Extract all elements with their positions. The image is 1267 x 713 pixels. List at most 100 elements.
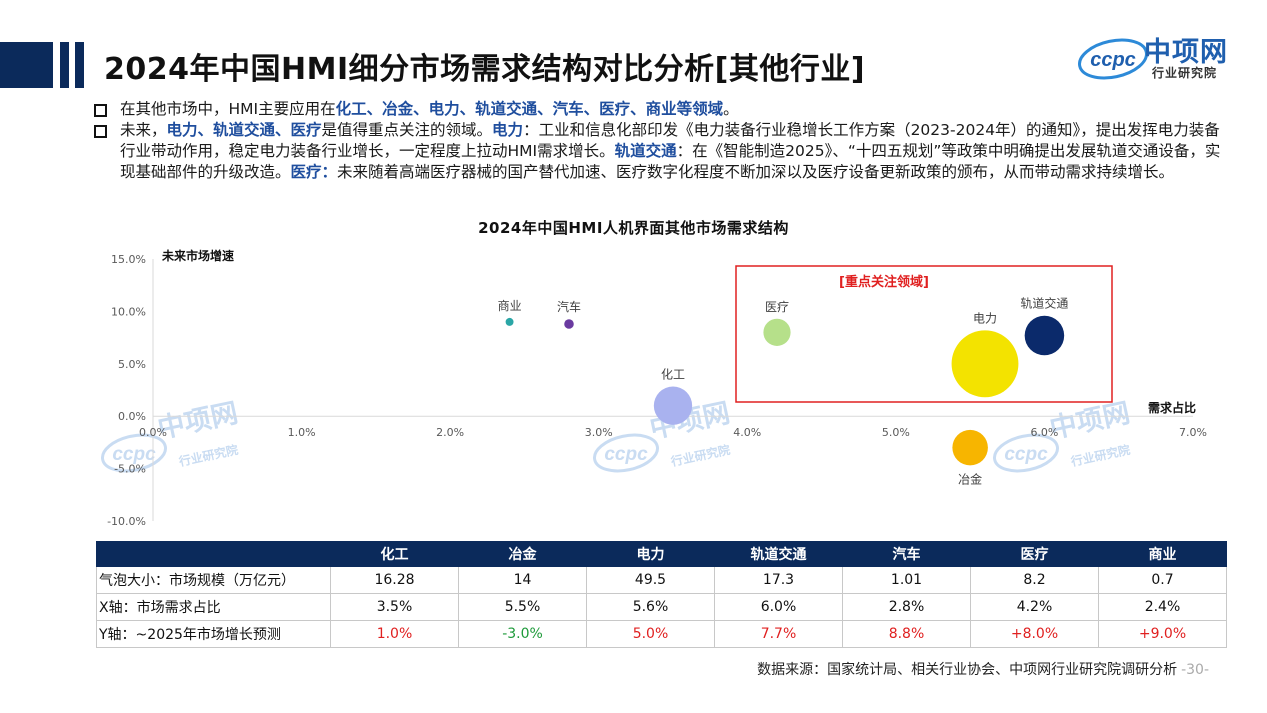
highlight-region-box: [735, 265, 1113, 403]
y-tick-label: 15.0%: [111, 253, 146, 266]
y-tick-label: -5.0%: [114, 463, 146, 476]
bullet-square-icon: [94, 104, 107, 117]
table-cell: 0.7: [1098, 566, 1227, 594]
highlight-text: 医疗：: [290, 163, 338, 181]
bubble-轨道交通: [1024, 315, 1065, 356]
bullet-square-icon: [94, 125, 107, 138]
logo-mark: ccpc: [1090, 49, 1136, 71]
brand-logo: ccpc 中项网 行业研究院: [1076, 30, 1236, 86]
bullet-item: 未来，电力、轨道交通、医疗是值得重点关注的领域。电力：工业和信息化部印发《电力装…: [92, 120, 1222, 183]
table-cell: 4.2%: [970, 593, 1099, 621]
watermark-mark: ccpc: [1004, 444, 1048, 465]
bubble-商业: [505, 317, 514, 326]
bubble-冶金: [952, 429, 988, 466]
bubble-label: 冶金: [958, 471, 982, 486]
data-table: 化工 冶金 电力 轨道交通 汽车 医疗 商业 气泡大小：市场规模（万亿元） 16.28 14 49…: [96, 541, 1227, 648]
bullet-text: 未来，: [120, 121, 167, 139]
highlight-text: 电力: [492, 121, 524, 139]
x-tick-label: 1.0%: [288, 426, 316, 439]
table-cell: 17.3: [714, 566, 843, 594]
table-cell: 8.8%: [842, 620, 971, 648]
watermark-text: 中项网: [155, 398, 241, 445]
table-cell: 5.5%: [458, 593, 587, 621]
bubble-label: 电力: [973, 311, 997, 325]
row-label: X轴：市场需求占比: [96, 593, 331, 621]
table-cell: 1.01: [842, 566, 971, 594]
row-label: 气泡大小：市场规模（万亿元）: [96, 566, 331, 594]
logo-subtext: 行业研究院: [1152, 66, 1218, 80]
table-header-cell: 商业: [1098, 541, 1227, 567]
x-tick-label: 5.0%: [882, 426, 910, 439]
bullet-text: 在其他市场中，HMI主要应用在: [120, 100, 336, 118]
table-cell: 3.5%: [330, 593, 459, 621]
y-tick-label: 10.0%: [111, 305, 146, 318]
table-header-corner: [96, 541, 331, 567]
page-number: -30-: [1181, 662, 1209, 678]
bubble-label: 汽车: [557, 299, 581, 314]
watermark-ring-icon: [101, 433, 167, 473]
y-tick-label: 5.0%: [118, 358, 146, 371]
table-row: 气泡大小：市场规模（万亿元） 16.28 14 49.5 17.3 1.01 8.2 0.7: [96, 566, 1227, 594]
bubble-医疗: [763, 318, 791, 346]
highlight-text: 轨道交通: [614, 142, 677, 160]
x-tick-label: 6.0%: [1030, 426, 1058, 439]
table-cell: 1.0%: [330, 620, 459, 648]
highlight-region-label: [重点关注领域]: [839, 274, 929, 290]
chart-title: 2024年中国HMI人机界面其他市场需求结构: [478, 219, 789, 237]
source-text: 数据来源：国家统计局、相关行业协会、中项网行业研究院调研分析: [757, 662, 1178, 678]
bullet-item: 在其他市场中，HMI主要应用在化工、冶金、电力、轨道交通、汽车、医疗、商业等领域…: [92, 99, 1222, 120]
x-tick-label: 3.0%: [585, 426, 613, 439]
row-label: Y轴：~2025年市场增长预测: [96, 620, 331, 648]
logo-text: 中项网: [1144, 37, 1228, 68]
y-axis-label: 未来市场增速: [161, 248, 234, 263]
table-cell: 16.28: [330, 566, 459, 594]
bullet-text: 是值得重点关注的领域。: [321, 121, 493, 139]
table-cell: 7.7%: [714, 620, 843, 648]
bullet-text: ：在《智能制造2025》、“十四五规划”等政策中明确提出发展轨道交通设备，实现基…: [120, 142, 1221, 181]
x-tick-label: 4.0%: [733, 426, 761, 439]
bullet-text: ：工业和信息化部印发《电力装备行业稳增长工作方案（2023-2024年）的通知》…: [120, 121, 1220, 160]
watermark-subtext: 行业研究院: [177, 442, 240, 469]
table-cell: 8.2: [970, 566, 1099, 594]
highlight-text: 化工、冶金、电力、轨道交通、汽车、医疗、商业等领域: [335, 100, 724, 118]
bubble-化工: [653, 386, 693, 425]
table-header-cell: 化工: [330, 541, 459, 567]
table-cell: 49.5: [586, 566, 715, 594]
bubble-label: 商业: [498, 298, 522, 313]
y-tick-label: 0.0%: [118, 410, 146, 423]
highlight-text: 电力、轨道交通、医疗: [166, 121, 322, 139]
table-cell: 5.0%: [586, 620, 715, 648]
table-cell: 6.0%: [714, 593, 843, 621]
header-bar-stripe: [75, 42, 84, 88]
source-note: 数据来源：国家统计局、相关行业协会、中项网行业研究院调研分析 -30-: [757, 659, 1209, 679]
watermark-mark: ccpc: [604, 444, 648, 465]
bullet-text: 未来随着高端医疗器械的国产替代加速、医疗数字化程度不断加深以及医疗设备更新政策的…: [337, 163, 1175, 181]
watermark-ring-icon: [593, 433, 659, 473]
bullet-list: 在其他市场中，HMI主要应用在化工、冶金、电力、轨道交通、汽车、医疗、商业等领域…: [92, 99, 1222, 183]
table-cell: 5.6%: [586, 593, 715, 621]
table-row: X轴：市场需求占比 3.5% 5.5% 5.6% 6.0% 2.8% 4.2% 2.4%: [96, 593, 1227, 621]
table-header-cell: 医疗: [970, 541, 1099, 567]
table-cell: -3.0%: [458, 620, 587, 648]
table-header-row: 化工 冶金 电力 轨道交通 汽车 医疗 商业: [96, 541, 1227, 567]
table-cell: 2.4%: [1098, 593, 1227, 621]
header-bar-block: [0, 42, 53, 88]
bullet-text: 。: [723, 100, 739, 118]
table-cell: +8.0%: [970, 620, 1099, 648]
x-tick-label: 7.0%: [1179, 426, 1207, 439]
watermark-text: 中项网: [1047, 398, 1133, 445]
table-cell: 2.8%: [842, 593, 971, 621]
watermark-subtext: 行业研究院: [669, 442, 732, 469]
bubble-汽车: [564, 319, 574, 329]
page-title: 2024年中国HMI细分市场需求结构对比分析[其他行业]: [104, 52, 866, 87]
x-tick-label: 2.0%: [436, 426, 464, 439]
table-cell: 14: [458, 566, 587, 594]
table-header-cell: 冶金: [458, 541, 587, 567]
bubble-label: 化工: [661, 368, 685, 382]
x-tick-label: 0.0%: [139, 426, 167, 439]
header-bar-stripe: [60, 42, 69, 88]
x-axis-label: 需求占比: [1148, 400, 1196, 415]
table-header-cell: 电力: [586, 541, 715, 567]
table-row: Y轴：~2025年市场增长预测 1.0% -3.0% 5.0% 7.7% 8.8% +8.0…: [96, 620, 1227, 648]
